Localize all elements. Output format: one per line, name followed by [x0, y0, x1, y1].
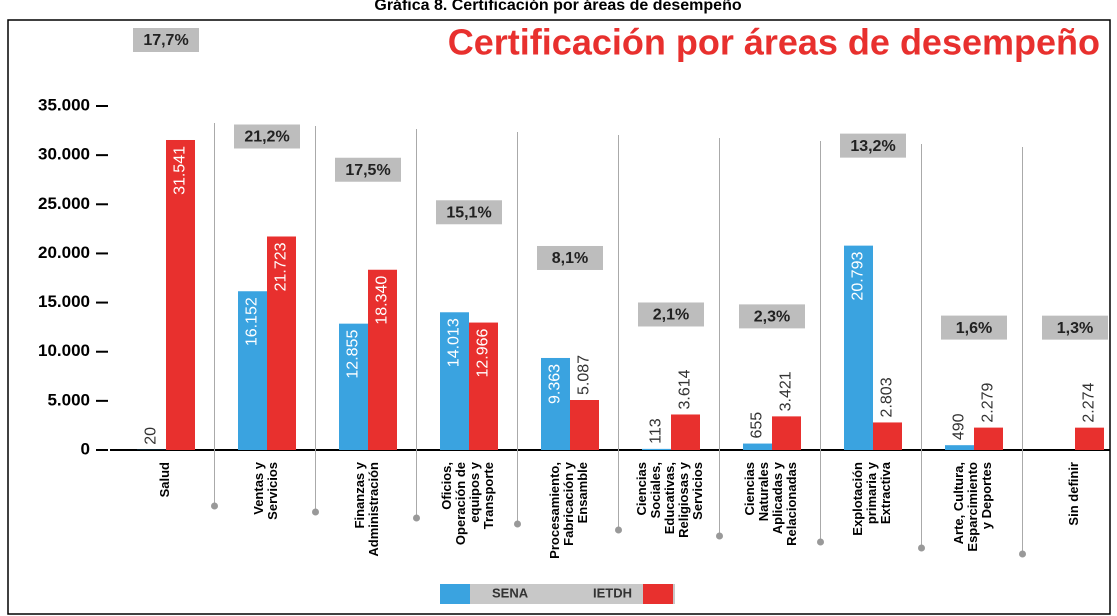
percent-label: 17,5% — [345, 162, 390, 179]
x-tick-label: Finanzas yAdministración — [352, 461, 381, 556]
bar — [671, 414, 700, 450]
percent-label: 17,7% — [143, 32, 188, 49]
value-label: 5.087 — [576, 355, 593, 395]
chart-title: Certificación por áreas de desempeño — [448, 22, 1100, 63]
percent-label: 21,2% — [244, 129, 289, 146]
divider-dot — [716, 533, 723, 540]
percent-label: 13,2% — [850, 138, 895, 155]
y-tick-label: 35.000 — [38, 95, 90, 114]
percent-label: 2,3% — [754, 309, 790, 326]
legend-swatch — [643, 584, 673, 604]
value-label: 3.614 — [677, 369, 694, 409]
bar — [743, 444, 772, 450]
legend-bg — [440, 584, 675, 604]
value-label: 21.723 — [273, 242, 290, 291]
x-tick-label: Procesamiento,Fabricación yEnsamble — [547, 461, 590, 559]
bar — [974, 428, 1003, 450]
y-tick-label: 0 — [81, 439, 90, 458]
value-label: 16.152 — [244, 297, 261, 346]
x-tick-label: Explotaciónprimaria yExtractiva — [850, 461, 893, 535]
value-label: 14.013 — [446, 318, 463, 367]
value-label: 20 — [143, 427, 160, 445]
x-tick-label: Ventas yServicios — [251, 461, 280, 520]
divider-dot — [211, 503, 218, 510]
percent-label: 15,1% — [446, 204, 491, 221]
divider-dot — [514, 521, 521, 528]
percent-label: 8,1% — [552, 250, 588, 267]
x-tick-label: CienciasSociales,Educativas,Religiosas y… — [634, 461, 705, 538]
divider-dot — [615, 527, 622, 534]
percent-label: 1,3% — [1057, 320, 1093, 337]
legend-swatch — [440, 584, 470, 604]
percent-label: 1,6% — [956, 320, 992, 337]
x-tick-label: Arte, Cultura,Esparcimientoy Deportes — [951, 462, 994, 552]
value-label: 3.421 — [778, 371, 795, 411]
x-tick-label: Salud — [157, 462, 172, 497]
bar — [772, 416, 801, 450]
y-tick-label: 15.000 — [38, 292, 90, 311]
y-tick-label: 30.000 — [38, 145, 90, 164]
value-label: 12.966 — [475, 328, 492, 377]
percent-label: 2,1% — [653, 307, 689, 324]
divider-dot — [312, 509, 319, 516]
value-label: 2.279 — [980, 382, 997, 422]
value-label: 2.274 — [1081, 383, 1098, 423]
bar — [642, 449, 671, 450]
value-label: 490 — [951, 413, 968, 440]
bar — [1075, 428, 1104, 450]
legend-label: IETDH — [593, 585, 632, 600]
value-label: 12.855 — [345, 330, 362, 379]
bar — [873, 422, 902, 450]
y-tick-label: 10.000 — [38, 341, 90, 360]
x-tick-label: CienciasNaturalesAplicadas yRelacionadas — [742, 461, 799, 546]
divider-dot — [1019, 551, 1026, 558]
x-tick-label: Sin definir — [1066, 462, 1081, 526]
y-tick-label: 25.000 — [38, 194, 90, 213]
chart: Gráfica 8. Certificación por áreas de de… — [0, 0, 1117, 616]
divider-dot — [918, 545, 925, 552]
divider-dot — [817, 539, 824, 546]
value-label: 20.793 — [850, 252, 867, 301]
value-label: 31.541 — [172, 146, 189, 195]
x-tick-label: Oficios,Operación deequipos yTransporte — [439, 461, 496, 545]
legend-label: SENA — [492, 585, 529, 600]
value-label: 2.803 — [879, 377, 896, 417]
bar — [570, 400, 599, 450]
value-label: 113 — [648, 418, 665, 444]
value-label: 9.363 — [547, 364, 564, 404]
bar — [945, 445, 974, 450]
value-label: 655 — [749, 412, 766, 439]
value-label: 18.340 — [374, 276, 391, 325]
y-tick-label: 20.000 — [38, 243, 90, 262]
heading: Gráfica 8. Certificación por áreas de de… — [374, 0, 741, 14]
divider-dot — [413, 515, 420, 522]
y-tick-label: 5.000 — [47, 390, 90, 409]
